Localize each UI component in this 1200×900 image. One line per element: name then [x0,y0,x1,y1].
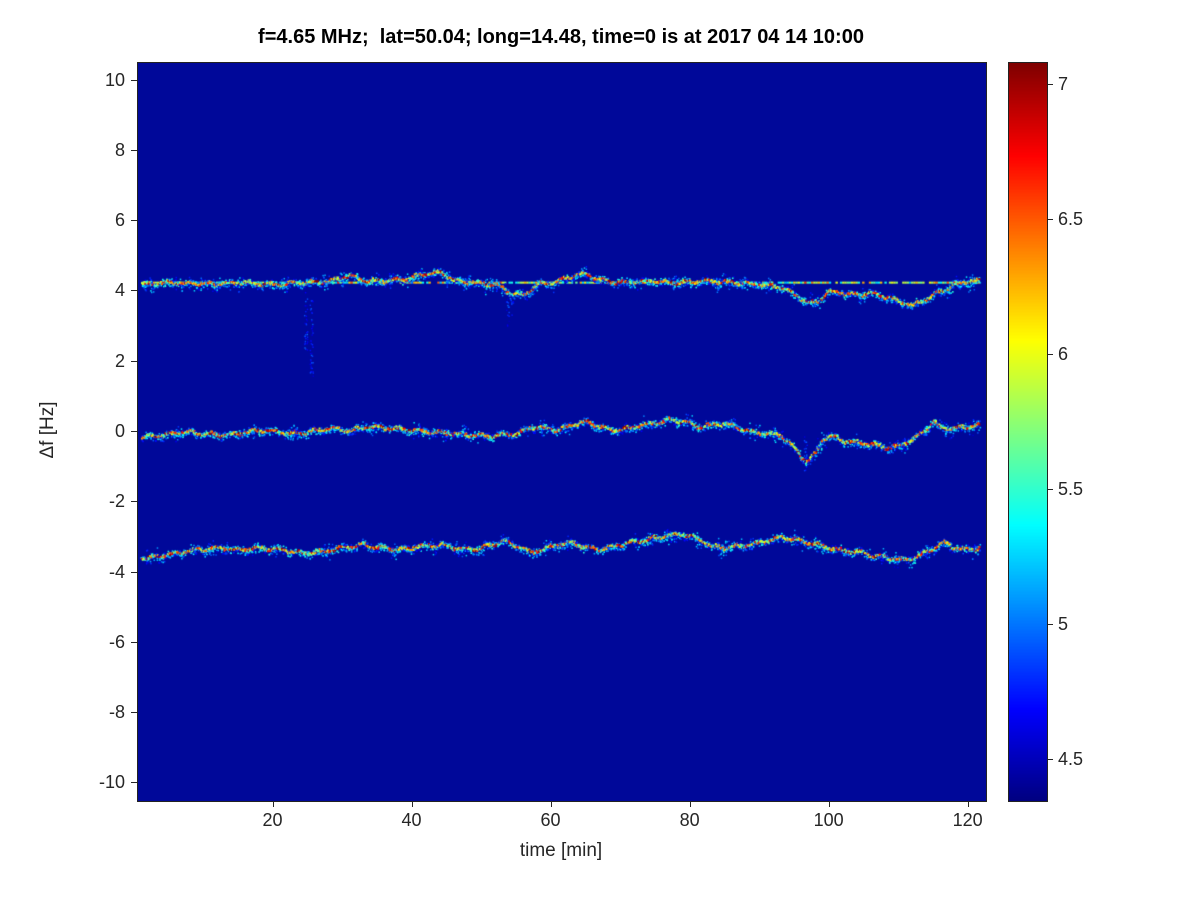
colorbar-tick-label: 6 [1058,343,1069,364]
y-tick-mark [131,79,137,81]
x-tick-mark [689,801,691,807]
x-tick-mark [967,801,969,807]
y-tick-label: 4 [114,280,125,301]
y-tick-mark [131,712,137,714]
colorbar-tick-mark [1048,489,1053,491]
colorbar-tick-label: 4.5 [1058,749,1084,770]
colorbar-canvas [1009,63,1047,801]
y-tick-label: -2 [108,491,125,512]
x-tick-mark [550,801,552,807]
y-tick-mark [131,501,137,503]
y-tick-label: -6 [108,631,125,652]
x-axis-label: time [min] [519,840,603,861]
x-tick-mark [411,801,413,807]
x-tick-mark [828,801,830,807]
colorbar-tick-mark [1048,83,1053,85]
x-tick-mark [272,801,274,807]
colorbar-tick-label: 6.5 [1058,208,1084,229]
x-tick-label: 20 [262,810,283,830]
y-axis-label: Δf [Hz] [37,401,58,459]
y-tick-label: 2 [114,350,125,371]
x-tick-label: 100 [813,810,844,830]
spectrogram-plot [137,62,987,802]
y-tick-mark [131,782,137,784]
y-tick-mark [131,431,137,432]
y-tick-mark [131,290,137,292]
y-tick-label: 8 [114,139,125,160]
y-tick-mark [131,220,137,222]
y-tick-mark [131,149,137,151]
chart-title: f=4.65 MHz; lat=50.04; long=14.48, time=… [258,26,864,48]
y-tick-mark [131,641,137,643]
colorbar-tick-label: 5.5 [1058,479,1084,500]
colorbar-tick-mark [1048,218,1053,220]
colorbar [1008,62,1048,802]
y-tick-label: 6 [114,210,125,231]
y-tick-label: 0 [114,421,125,441]
plot-canvas [138,63,986,801]
y-tick-mark [131,360,137,362]
colorbar-tick-mark [1048,624,1053,626]
y-tick-label: 10 [104,69,125,90]
y-tick-label: -10 [98,772,125,793]
x-tick-label: 120 [952,810,983,830]
y-tick-mark [131,571,137,573]
colorbar-tick-mark [1048,759,1053,761]
colorbar-tick-mark [1048,353,1053,355]
x-tick-label: 40 [401,810,422,830]
colorbar-tick-label: 7 [1058,73,1069,94]
y-tick-label: -4 [108,561,125,582]
x-tick-label: 80 [679,810,700,830]
y-tick-label: -8 [108,702,125,723]
colorbar-tick-label: 5 [1058,614,1069,635]
x-tick-label: 60 [540,810,561,830]
